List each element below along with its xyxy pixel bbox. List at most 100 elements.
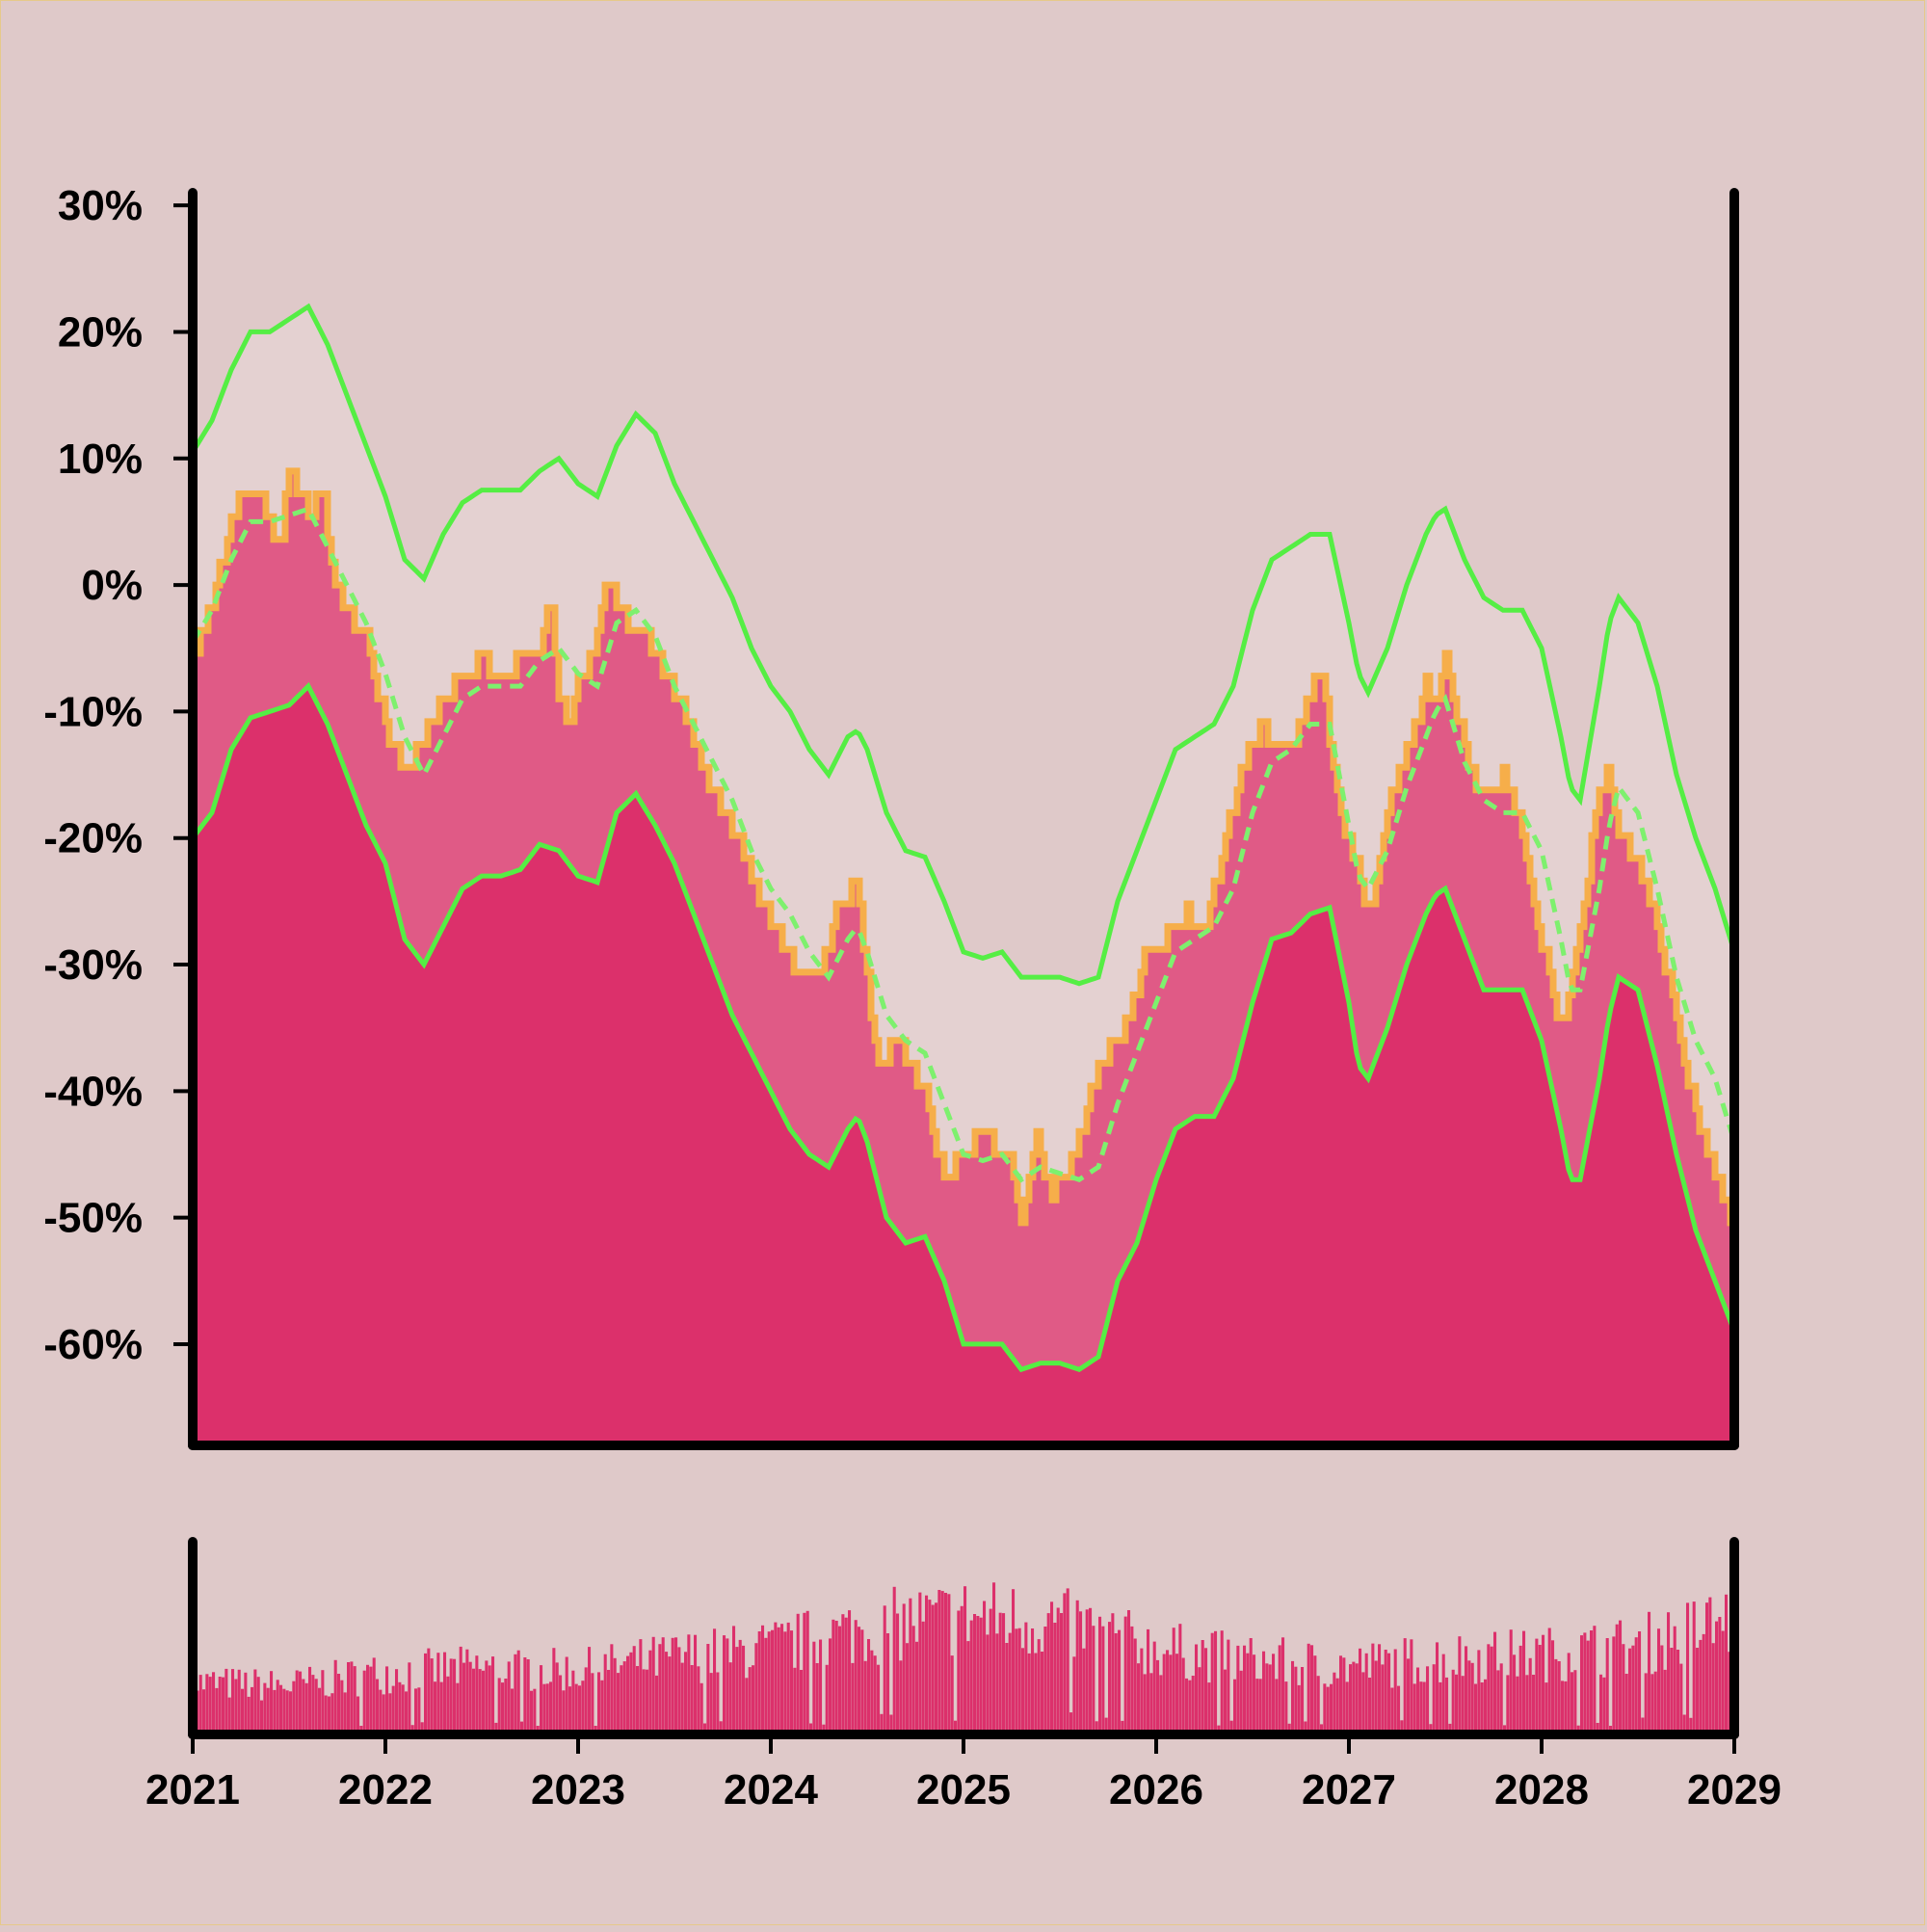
volume-bar bbox=[1041, 1652, 1044, 1734]
volume-bar bbox=[1715, 1621, 1719, 1734]
volume-bar bbox=[1355, 1663, 1359, 1734]
volume-bar bbox=[1371, 1643, 1375, 1734]
volume-bar bbox=[1214, 1630, 1218, 1734]
volume-bar bbox=[1567, 1653, 1571, 1734]
volume-bar bbox=[1676, 1650, 1680, 1734]
volume-bar bbox=[706, 1644, 710, 1734]
volume-bar bbox=[237, 1669, 241, 1734]
volume-bar bbox=[986, 1634, 990, 1734]
volume-bar bbox=[1012, 1589, 1016, 1734]
volume-bar bbox=[694, 1634, 698, 1734]
volume-bar bbox=[1692, 1601, 1696, 1734]
volume-bar bbox=[1689, 1717, 1693, 1734]
volume-bar bbox=[1590, 1630, 1594, 1734]
volume-bar bbox=[276, 1680, 279, 1734]
volume-bar bbox=[639, 1639, 643, 1734]
volume-bar bbox=[1005, 1643, 1009, 1734]
volume-bar bbox=[292, 1681, 296, 1734]
volume-bar bbox=[1599, 1674, 1603, 1734]
volume-bar bbox=[732, 1626, 736, 1734]
volume-bar bbox=[218, 1677, 222, 1734]
volume-bar bbox=[995, 1633, 999, 1734]
volume-bar bbox=[1682, 1714, 1686, 1734]
volume-bar bbox=[886, 1633, 890, 1734]
volume-bar bbox=[803, 1612, 806, 1734]
volume-bar bbox=[1098, 1616, 1102, 1734]
volume-bar bbox=[376, 1679, 380, 1734]
volume-bar bbox=[745, 1678, 749, 1734]
volume-bar bbox=[324, 1695, 328, 1734]
volume-bar bbox=[311, 1675, 315, 1734]
y-tick-label: -40% bbox=[43, 1068, 143, 1115]
volume-bar bbox=[449, 1658, 453, 1734]
volume-bar bbox=[1191, 1676, 1195, 1734]
volume-bar bbox=[1123, 1616, 1127, 1734]
volume-bar bbox=[372, 1657, 376, 1734]
volume-bar bbox=[899, 1660, 903, 1734]
volume-bar bbox=[382, 1694, 385, 1734]
volume-bar bbox=[925, 1595, 929, 1734]
volume-bar bbox=[1455, 1674, 1459, 1734]
volume-bar bbox=[1024, 1622, 1028, 1734]
volume-bar bbox=[215, 1687, 219, 1734]
volume-bar bbox=[424, 1653, 428, 1734]
volume-bar bbox=[1072, 1656, 1076, 1734]
volume-bar bbox=[617, 1673, 620, 1734]
volume-bar bbox=[671, 1637, 674, 1734]
x-tick-label: 2028 bbox=[1494, 1766, 1589, 1813]
volume-bar bbox=[1426, 1666, 1430, 1734]
volume-bar bbox=[1448, 1723, 1452, 1734]
volume-bar bbox=[719, 1721, 723, 1734]
volume-bar bbox=[911, 1626, 915, 1734]
volume-bar bbox=[613, 1657, 617, 1734]
volume-bar bbox=[1294, 1666, 1298, 1734]
volume-bar bbox=[1458, 1636, 1462, 1734]
volume-bar bbox=[777, 1627, 780, 1734]
volume-bar bbox=[356, 1696, 360, 1734]
volume-bar bbox=[697, 1666, 700, 1734]
volume-bar bbox=[353, 1666, 356, 1734]
volume-bar bbox=[928, 1600, 932, 1734]
volume-bar bbox=[636, 1666, 640, 1734]
volume-bar bbox=[867, 1639, 871, 1734]
volume-bar bbox=[989, 1608, 992, 1734]
volume-bar bbox=[805, 1610, 809, 1734]
volume-bar bbox=[1622, 1644, 1625, 1734]
volume-bar bbox=[1467, 1660, 1471, 1734]
volume-bar bbox=[610, 1644, 614, 1734]
volume-bar bbox=[1619, 1620, 1623, 1734]
volume-bar bbox=[889, 1714, 893, 1734]
volume-bar bbox=[1653, 1671, 1657, 1734]
volume-bar bbox=[1056, 1607, 1060, 1734]
volume-bar bbox=[314, 1679, 318, 1734]
volume-bar bbox=[1412, 1683, 1416, 1734]
volume-bar bbox=[549, 1681, 553, 1734]
volume-bar bbox=[1551, 1640, 1555, 1734]
volume-bar bbox=[1422, 1681, 1426, 1734]
volume-bar bbox=[774, 1622, 778, 1734]
upper-band-line bbox=[190, 303, 1737, 987]
volume-bar bbox=[783, 1631, 787, 1734]
volume-bar bbox=[1172, 1628, 1175, 1734]
y-tick-label: -10% bbox=[43, 688, 143, 735]
volume-bar bbox=[1667, 1612, 1671, 1734]
volume-bar bbox=[446, 1676, 450, 1734]
volume-bar bbox=[1387, 1653, 1391, 1734]
volume-bar bbox=[1542, 1634, 1545, 1734]
volume-bar bbox=[726, 1638, 729, 1734]
volume-bar bbox=[516, 1650, 520, 1734]
volume-bar bbox=[1095, 1721, 1098, 1734]
volume-bar bbox=[780, 1624, 784, 1734]
volume-bar bbox=[478, 1669, 482, 1734]
volume-bar bbox=[1239, 1670, 1243, 1734]
volume-bar bbox=[308, 1666, 312, 1734]
volume-bar bbox=[533, 1688, 537, 1734]
volume-bar bbox=[1224, 1669, 1227, 1734]
volume-bar bbox=[1015, 1628, 1018, 1734]
volume-bar bbox=[1272, 1654, 1276, 1734]
volume-bar bbox=[944, 1593, 948, 1734]
volume-bar bbox=[1069, 1712, 1073, 1734]
volume-bar bbox=[1079, 1611, 1083, 1734]
volume-bar bbox=[1490, 1646, 1493, 1734]
